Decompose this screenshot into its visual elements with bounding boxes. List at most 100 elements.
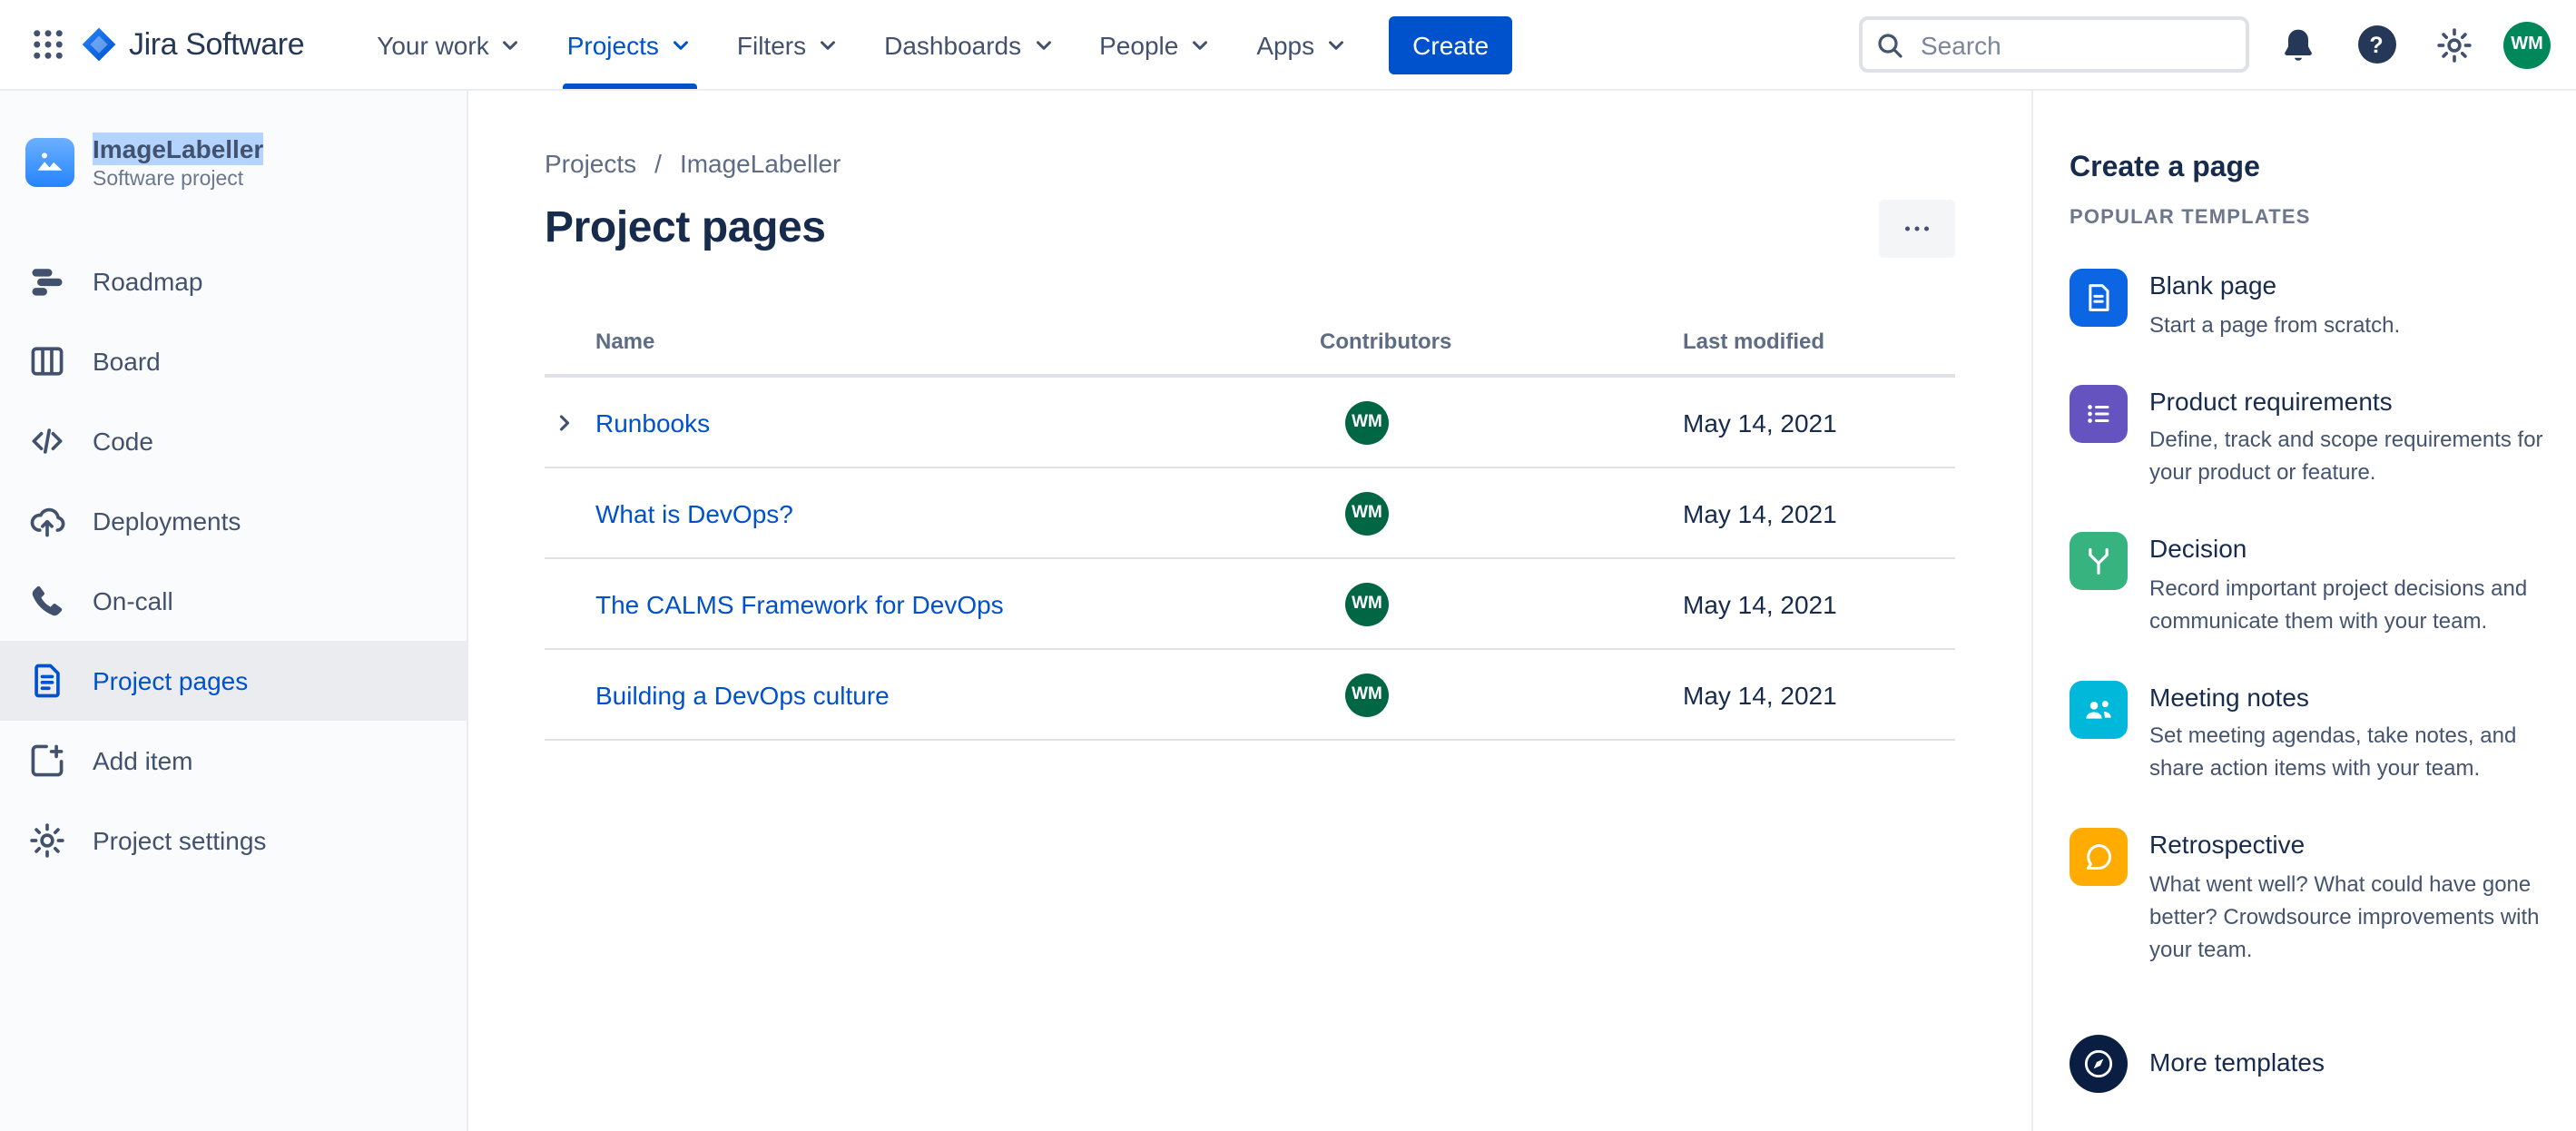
nav-item-filters[interactable]: Filters xyxy=(715,0,862,89)
template-retrospective[interactable]: Retrospective What went well? What could… xyxy=(2070,828,2543,966)
table-row: Building a DevOps culture WM May 14, 202… xyxy=(545,650,1955,741)
name-cell: Runbooks xyxy=(545,408,1320,437)
sidebar-item-roadmap[interactable]: Roadmap xyxy=(0,241,467,321)
create-button[interactable]: Create xyxy=(1389,15,1513,74)
project-avatar xyxy=(25,137,74,187)
bell-icon xyxy=(2285,28,2312,60)
help-button[interactable]: ? xyxy=(2347,15,2405,74)
primary-nav: Your work Projects Filters Dashboards Pe… xyxy=(355,0,1371,89)
pages-table: Name Contributors Last modified Runbooks… xyxy=(545,309,1955,741)
template-blank-page[interactable]: Blank page Start a page from scratch. xyxy=(2070,269,2543,340)
meeting-notes-icon xyxy=(2070,680,2128,739)
project-type: Software project xyxy=(93,168,244,191)
table-row: What is DevOps? WM May 14, 2021 xyxy=(545,468,1955,559)
template-description: Record important project decisions and c… xyxy=(2149,575,2528,634)
notifications-button[interactable] xyxy=(2269,15,2327,74)
template-description: What went well? What could have gone bet… xyxy=(2149,870,2540,962)
blank-page-icon xyxy=(2070,269,2128,327)
project-header: ImageLabeller Software project xyxy=(0,133,467,191)
nav-item-dashboards[interactable]: Dashboards xyxy=(862,0,1077,89)
page-link[interactable]: Building a DevOps culture xyxy=(595,680,890,709)
chevron-down-icon xyxy=(1036,40,1051,49)
sidebar-item-label: Add item xyxy=(93,745,193,775)
sidebar-item-project-pages[interactable]: Project pages xyxy=(0,640,467,721)
template-name: Decision xyxy=(2149,534,2247,564)
contributors-cell: WM xyxy=(1320,673,1683,716)
contributor-avatar: WM xyxy=(1345,400,1389,444)
name-cell: What is DevOps? xyxy=(545,498,1320,527)
breadcrumb-projects[interactable]: Projects xyxy=(545,149,637,178)
more-templates-icon xyxy=(2070,1034,2128,1093)
column-header-name: Name xyxy=(595,329,655,354)
page-link[interactable]: What is DevOps? xyxy=(595,498,793,527)
template-description: Set meeting agendas, take notes, and sha… xyxy=(2149,723,2517,782)
nav-item-projects[interactable]: Projects xyxy=(546,0,715,89)
breadcrumb-separator: / xyxy=(654,149,662,178)
template-name: Retrospective xyxy=(2149,830,2306,860)
template-decision[interactable]: Decision Record important project decisi… xyxy=(2070,532,2543,636)
avatar-initials: WM xyxy=(2511,34,2543,54)
sidebar-item-label: Board xyxy=(93,346,161,376)
nav-item-label: Your work xyxy=(377,30,489,59)
template-name: More templates xyxy=(2149,1047,2325,1077)
table-row: The CALMS Framework for DevOps WM May 14… xyxy=(545,559,1955,650)
sidebar-item-oncall[interactable]: On-call xyxy=(0,561,467,641)
board-icon xyxy=(31,347,64,376)
logo-text: Jira Software xyxy=(129,26,305,61)
template-name: Meeting notes xyxy=(2149,682,2309,712)
nav-item-label: Dashboards xyxy=(884,30,1022,59)
help-icon: ? xyxy=(2357,25,2395,64)
sidebar-item-label: Code xyxy=(93,426,153,456)
table-row: Runbooks WM May 14, 2021 xyxy=(545,378,1955,468)
nav-item-your-work[interactable]: Your work xyxy=(355,0,546,89)
page-link[interactable]: The CALMS Framework for DevOps xyxy=(595,589,1004,618)
search-input[interactable] xyxy=(1859,16,2249,73)
sidebar-item-code[interactable]: Code xyxy=(0,401,467,481)
user-avatar[interactable]: WM xyxy=(2503,21,2551,68)
ellipsis-icon xyxy=(1904,226,1930,231)
template-product-requirements[interactable]: Product requirements Define, track and s… xyxy=(2070,384,2543,488)
sidebar-item-label: On-call xyxy=(93,585,173,615)
sidebar-item-add-item[interactable]: Add item xyxy=(0,721,467,801)
page-link[interactable]: Runbooks xyxy=(595,408,711,437)
sidebar-item-board[interactable]: Board xyxy=(0,321,467,401)
chevron-down-icon xyxy=(503,40,518,49)
roadmap-icon xyxy=(32,268,63,296)
popular-templates-label: POPULAR TEMPLATES xyxy=(2070,207,2311,229)
contributor-avatar: WM xyxy=(1345,673,1389,716)
topnav-right-group: ? WM xyxy=(1859,15,2551,74)
decision-icon xyxy=(2070,532,2128,591)
template-description: Define, track and scope requirements for… xyxy=(2149,427,2543,486)
jira-logo[interactable]: Jira Software xyxy=(80,25,305,64)
template-meeting-notes[interactable]: Meeting notes Set meeting agendas, take … xyxy=(2070,680,2543,785)
more-templates-link[interactable]: More templates xyxy=(2070,1034,2543,1093)
breadcrumb-imagelabeller[interactable]: ImageLabeller xyxy=(679,149,841,178)
template-description: Start a page from scratch. xyxy=(2149,311,2401,338)
more-actions-button[interactable] xyxy=(1879,200,1955,258)
expand-chevron-icon[interactable] xyxy=(548,406,581,438)
chevron-down-icon xyxy=(1329,40,1344,49)
nav-item-people[interactable]: People xyxy=(1077,0,1234,89)
chevron-down-icon xyxy=(673,40,688,49)
page-title: Project pages xyxy=(545,203,826,252)
sidebar-nav: Roadmap Board Code Deployments On-call xyxy=(0,241,467,880)
project-name-text: ImageLabeller xyxy=(93,133,264,165)
column-header-contributors: Contributors xyxy=(1320,329,1452,354)
sidebar-item-project-settings[interactable]: Project settings xyxy=(0,801,467,880)
contributors-cell: WM xyxy=(1320,582,1683,625)
app-switcher-button[interactable] xyxy=(18,15,76,74)
last-modified-cell: May 14, 2021 xyxy=(1683,498,1837,527)
nav-item-apps[interactable]: Apps xyxy=(1234,0,1371,89)
contributors-cell: WM xyxy=(1320,491,1683,535)
settings-button[interactable] xyxy=(2425,15,2483,74)
template-list: Blank page Start a page from scratch. Pr… xyxy=(2070,269,2543,1093)
template-text: Product requirements Define, track and s… xyxy=(2149,384,2543,488)
pages-icon xyxy=(34,664,60,697)
image-mountain-icon xyxy=(37,152,63,171)
chevron-down-icon xyxy=(821,40,836,49)
contributor-avatar: WM xyxy=(1345,582,1389,625)
phone-icon xyxy=(32,585,63,615)
app-switcher-icon xyxy=(33,30,62,59)
sidebar-item-deployments[interactable]: Deployments xyxy=(0,481,467,561)
panel-title: Create a page xyxy=(2070,152,2260,183)
